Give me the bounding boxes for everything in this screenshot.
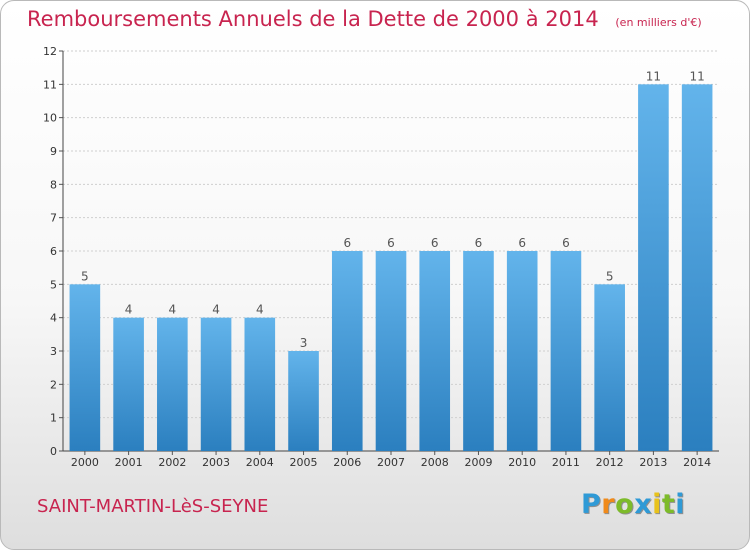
y-tick-label: 10	[43, 112, 57, 125]
logo-letter: r	[601, 489, 616, 520]
commune-name: SAINT-MARTIN-LèS-SEYNE	[37, 496, 269, 517]
x-tick-label: 2004	[246, 456, 274, 469]
x-tick-label: 2011	[552, 456, 580, 469]
data-labels: 5 4 4 4 4 3 6 6 6 6 6 6 5 11 11	[81, 69, 705, 350]
bar	[594, 284, 625, 451]
data-label: 6	[387, 236, 395, 250]
bar	[331, 251, 363, 451]
x-tick-label: 2002	[158, 456, 186, 469]
data-label: 3	[300, 336, 308, 350]
data-label: 5	[606, 269, 614, 283]
data-label: 4	[212, 303, 220, 317]
x-tick-label: 2012	[596, 456, 624, 469]
y-tick-label: 6	[50, 245, 57, 258]
logo-letter: t	[661, 489, 676, 520]
bar	[375, 251, 407, 451]
y-tick-label: 4	[50, 312, 57, 325]
y-tick-label: 3	[50, 345, 57, 358]
logo-letter: i	[652, 489, 662, 520]
x-tick-label: 2005	[290, 456, 318, 469]
proxiti-logo: Proxiti	[581, 489, 685, 520]
data-label: 6	[431, 236, 439, 250]
bar	[113, 317, 144, 451]
bar	[288, 351, 319, 451]
x-tick-label: 2013	[639, 456, 667, 469]
x-tick-label: 2014	[683, 456, 711, 469]
bar	[463, 251, 494, 451]
bar	[157, 317, 188, 451]
y-tick-label: 8	[50, 178, 57, 191]
x-tick-label: 2001	[115, 456, 143, 469]
data-label: 6	[475, 236, 483, 250]
chart-title: Remboursements Annuels de la Dette de 20…	[27, 7, 702, 31]
bar	[200, 317, 232, 451]
bar	[638, 84, 669, 451]
bar	[681, 84, 713, 451]
x-tick-label: 2003	[202, 456, 230, 469]
bar	[69, 284, 101, 451]
data-label: 4	[125, 303, 133, 317]
bars	[69, 84, 713, 451]
data-label: 6	[518, 236, 526, 250]
data-label: 6	[562, 236, 570, 250]
y-tick-label: 9	[50, 145, 57, 158]
y-tick-label: 0	[50, 445, 57, 458]
logo-letter: x	[634, 489, 653, 520]
logo-letter: P	[581, 489, 602, 520]
y-tick-label: 5	[50, 278, 57, 291]
data-label: 5	[81, 269, 89, 283]
bar	[506, 251, 538, 451]
y-tick-label: 2	[50, 378, 57, 391]
y-tick-label: 1	[50, 412, 57, 425]
x-tick-label: 2009	[464, 456, 492, 469]
x-tick-label: 2008	[421, 456, 449, 469]
data-label: 11	[646, 69, 661, 83]
unit-text: (en milliers d'€)	[615, 16, 702, 29]
logo-letter: o	[615, 489, 635, 520]
x-tick-label: 2000	[71, 456, 99, 469]
y-tick-label: 11	[43, 78, 57, 91]
bar	[419, 251, 451, 451]
bar	[550, 251, 582, 451]
x-tick-label: 2010	[508, 456, 536, 469]
data-label: 4	[169, 303, 177, 317]
x-tick-label: 2007	[377, 456, 405, 469]
data-label: 11	[689, 69, 704, 83]
data-label: 6	[343, 236, 351, 250]
y-tick-label: 7	[50, 212, 57, 225]
data-label: 4	[256, 303, 264, 317]
x-tick-label: 2006	[333, 456, 361, 469]
bar	[244, 317, 276, 451]
logo-letter: i	[675, 489, 686, 520]
y-tick-label: 12	[43, 45, 57, 58]
title-text: Remboursements Annuels de la Dette de 20…	[27, 7, 599, 31]
